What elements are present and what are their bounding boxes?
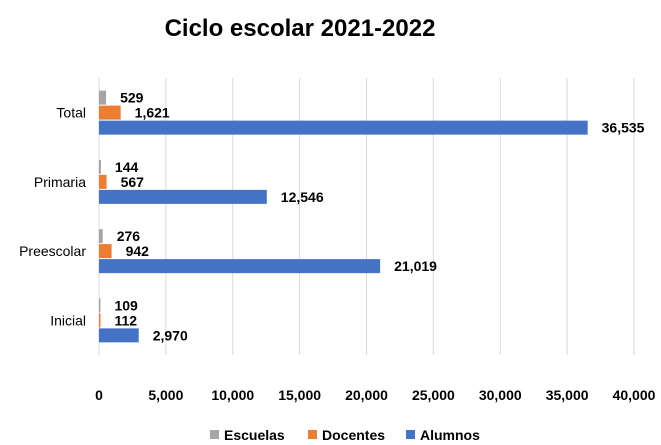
bars xyxy=(99,90,588,343)
data-label: 1,621 xyxy=(135,105,170,121)
data-label: 2,970 xyxy=(153,327,188,343)
grid xyxy=(98,78,635,355)
bar-alumnos xyxy=(99,259,381,274)
legend-swatch xyxy=(308,430,317,439)
x-tick-label: 10,000 xyxy=(211,387,254,403)
chart-title: Ciclo escolar 2021-2022 xyxy=(165,15,436,42)
bar-docentes xyxy=(99,105,121,120)
x-tick-label: 35,000 xyxy=(546,387,589,403)
category-label: Primaria xyxy=(34,174,86,190)
bar-escuelas xyxy=(99,159,101,174)
legend-label: Alumnos xyxy=(420,427,480,443)
data-label: 36,535 xyxy=(602,120,645,136)
data-label: 112 xyxy=(114,312,137,328)
legend-label: Escuelas xyxy=(224,427,285,443)
data-label: 21,019 xyxy=(394,258,437,274)
legend-swatch xyxy=(210,430,219,439)
bar-alumnos xyxy=(99,328,139,343)
x-tick-label: 5,000 xyxy=(148,387,183,403)
data-label: 12,546 xyxy=(281,189,324,205)
data-label: 942 xyxy=(126,243,150,259)
data-label: 529 xyxy=(120,90,144,106)
bar-alumnos xyxy=(99,189,267,204)
data-label: 109 xyxy=(114,297,138,313)
category-label: Total xyxy=(56,105,86,121)
data-label: 144 xyxy=(115,159,139,175)
category-label: Inicial xyxy=(50,312,86,328)
bar-docentes xyxy=(99,244,112,259)
bar-alumnos xyxy=(99,120,588,135)
bar-escuelas xyxy=(99,229,103,244)
x-tick-label: 0 xyxy=(95,387,103,403)
category-labels: Total Primaria Preescolar Inicial xyxy=(19,105,86,329)
bar-docentes xyxy=(99,174,107,189)
x-tick-label: 40,000 xyxy=(613,387,656,403)
x-tick-label: 30,000 xyxy=(479,387,522,403)
legend: Escuelas Docentes Alumnos xyxy=(210,427,480,443)
bar-docentes xyxy=(99,313,101,328)
data-label: 567 xyxy=(121,174,145,190)
x-tick-label: 25,000 xyxy=(412,387,455,403)
legend-label: Docentes xyxy=(322,427,385,443)
bar-escuelas xyxy=(99,298,101,313)
data-label: 276 xyxy=(117,228,141,244)
x-axis-ticks: 0 5,000 10,000 15,000 20,000 25,000 30,000 35,0… xyxy=(95,387,656,403)
category-label: Preescolar xyxy=(19,243,86,259)
x-tick-label: 15,000 xyxy=(278,387,321,403)
bar-escuelas xyxy=(99,90,107,105)
legend-swatch xyxy=(406,430,415,439)
x-tick-label: 20,000 xyxy=(345,387,388,403)
